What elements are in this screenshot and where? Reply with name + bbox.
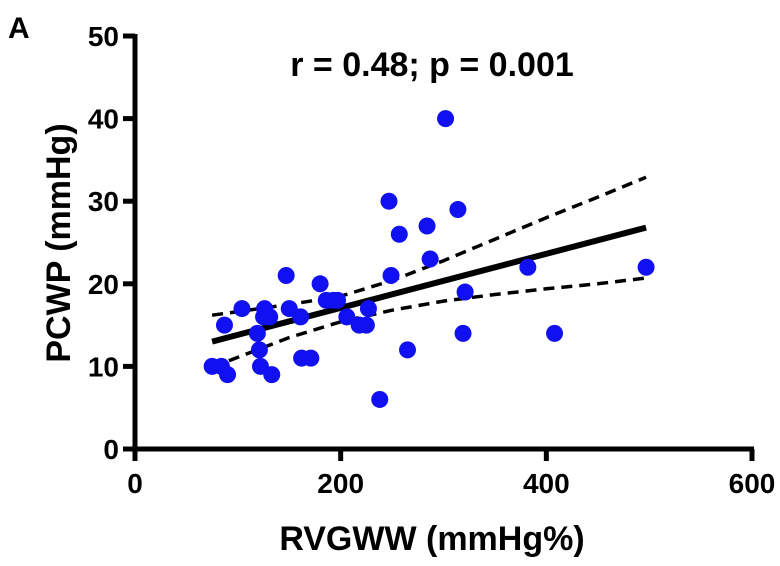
data-point <box>248 324 266 342</box>
data-point <box>261 308 279 326</box>
data-point <box>380 192 398 210</box>
x-tick-label: 600 <box>729 468 776 499</box>
x-axis-label: RVGWW (mmHg%) <box>279 520 584 558</box>
confidence-band-upper <box>211 175 647 317</box>
data-point <box>390 225 408 243</box>
fit-lines <box>211 175 647 369</box>
data-point <box>329 291 347 309</box>
data-point <box>359 300 377 318</box>
data-point <box>382 267 400 285</box>
data-point <box>215 316 233 334</box>
data-point <box>371 390 389 408</box>
chart-title: r = 0.48; p = 0.001 <box>290 46 574 84</box>
data-point <box>449 200 467 218</box>
y-tick-label: 0 <box>103 434 119 465</box>
data-point <box>418 217 436 235</box>
data-point <box>250 341 268 359</box>
y-tick-label: 20 <box>88 269 119 300</box>
data-point <box>421 250 439 268</box>
data-point <box>277 267 295 285</box>
data-point <box>233 300 251 318</box>
x-tick-label: 200 <box>317 468 364 499</box>
data-point <box>546 324 564 342</box>
data-point <box>456 283 474 301</box>
x-tick-label: 400 <box>523 468 570 499</box>
data-point <box>437 110 455 128</box>
data-point <box>263 366 281 384</box>
y-tick-label: 10 <box>88 351 119 382</box>
confidence-band-lower <box>211 276 647 369</box>
data-point <box>302 349 320 367</box>
data-point <box>219 366 237 384</box>
data-point <box>637 258 655 276</box>
x-tick-label: 0 <box>127 468 143 499</box>
data-point <box>311 275 329 293</box>
data-point <box>454 324 472 342</box>
y-tick-label: 50 <box>88 21 119 52</box>
data-point <box>357 316 375 334</box>
data-points <box>203 110 655 408</box>
data-point <box>338 308 356 326</box>
y-tick-label: 30 <box>88 186 119 217</box>
y-axis-label: PCWP (mmHg) <box>40 123 78 362</box>
panel-label: A <box>8 12 30 45</box>
data-point <box>292 308 310 326</box>
data-point <box>399 341 417 359</box>
regression-line <box>211 224 647 345</box>
axes: 0 10 20 30 40 50 0 200 400 600 <box>88 21 776 499</box>
y-tick-label: 40 <box>88 104 119 135</box>
data-point <box>519 258 537 276</box>
